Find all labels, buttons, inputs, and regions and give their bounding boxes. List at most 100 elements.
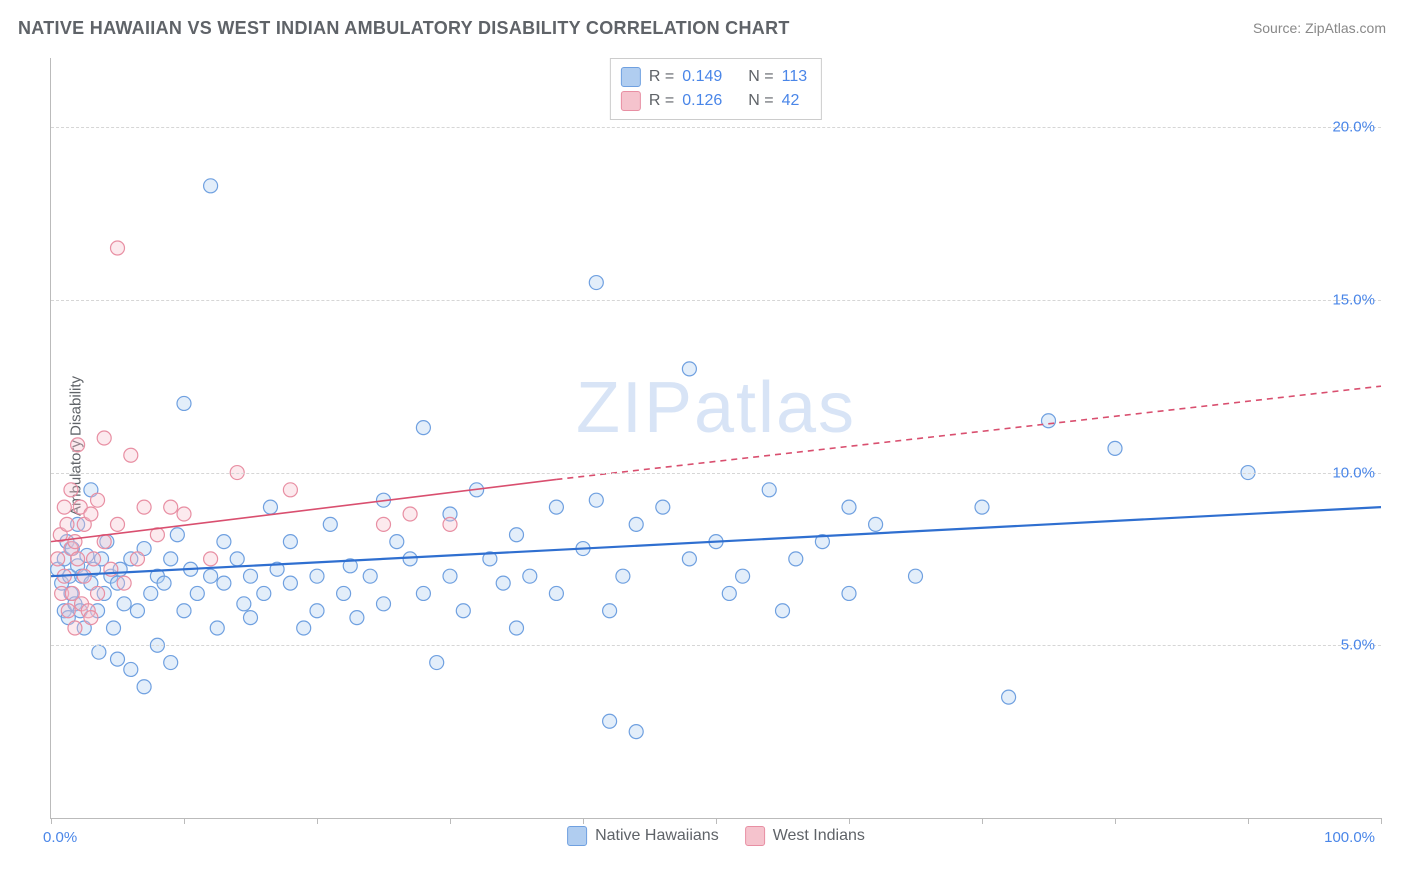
data-point [297, 621, 311, 635]
legend-item-pink: West Indians [745, 826, 865, 846]
data-point [549, 500, 563, 514]
data-point [283, 483, 297, 497]
data-point [909, 569, 923, 583]
data-point [87, 552, 101, 566]
n-value-blue: 113 [782, 65, 808, 89]
data-point [403, 552, 417, 566]
data-point [656, 500, 670, 514]
swatch-blue-icon [621, 67, 641, 87]
gridline-h [51, 473, 1381, 474]
data-point [217, 535, 231, 549]
source-label: Source: ZipAtlas.com [1253, 20, 1386, 36]
data-point [1002, 690, 1016, 704]
data-point [363, 569, 377, 583]
data-point [377, 597, 391, 611]
data-point [549, 586, 563, 600]
gridline-h [51, 127, 1381, 128]
data-point [1108, 441, 1122, 455]
data-point [217, 576, 231, 590]
data-point [244, 569, 258, 583]
data-point [51, 552, 65, 566]
n-label: N = [748, 65, 773, 89]
data-point [443, 569, 457, 583]
data-point [323, 517, 337, 531]
x-tick-label-min: 0.0% [43, 829, 77, 846]
y-tick-label: 15.0% [1332, 291, 1375, 308]
data-point [210, 621, 224, 635]
data-point [68, 621, 82, 635]
x-tick-mark [849, 818, 850, 824]
data-point [1042, 414, 1056, 428]
data-point [736, 569, 750, 583]
data-point [310, 604, 324, 618]
data-point [204, 552, 218, 566]
data-point [310, 569, 324, 583]
data-point [71, 552, 85, 566]
data-point [111, 517, 125, 531]
data-point [682, 362, 696, 376]
data-point [204, 569, 218, 583]
data-point [124, 662, 138, 676]
data-point [84, 611, 98, 625]
x-tick-mark [583, 818, 584, 824]
data-point [257, 586, 271, 600]
data-point [111, 241, 125, 255]
gridline-h [51, 300, 1381, 301]
x-tick-mark [1381, 818, 1382, 824]
data-point [84, 507, 98, 521]
stats-box: R = 0.149 N = 113 R = 0.126 N = 42 [610, 58, 822, 120]
data-point [589, 276, 603, 290]
data-point [97, 431, 111, 445]
data-point [283, 535, 297, 549]
data-point [164, 656, 178, 670]
data-point [283, 576, 297, 590]
data-point [91, 493, 105, 507]
data-point [60, 517, 74, 531]
legend-label-blue: Native Hawaiians [595, 827, 719, 845]
data-point [117, 576, 131, 590]
data-point [117, 597, 131, 611]
stats-row-pink: R = 0.126 N = 42 [621, 89, 807, 113]
x-tick-mark [184, 818, 185, 824]
trend-line-pink-dash [556, 386, 1381, 479]
data-point [263, 500, 277, 514]
gridline-h [51, 645, 1381, 646]
data-point [869, 517, 883, 531]
x-tick-mark [450, 818, 451, 824]
data-point [204, 179, 218, 193]
x-tick-mark [1248, 818, 1249, 824]
data-point [157, 576, 171, 590]
data-point [403, 507, 417, 521]
data-point [682, 552, 696, 566]
scatter-svg [51, 58, 1381, 818]
data-point [164, 552, 178, 566]
data-point [130, 552, 144, 566]
data-point [722, 586, 736, 600]
data-point [177, 604, 191, 618]
data-point [629, 725, 643, 739]
r-label: R = [649, 65, 674, 89]
data-point [523, 569, 537, 583]
data-point [390, 535, 404, 549]
bottom-legend: Native Hawaiians West Indians [567, 826, 865, 846]
data-point [616, 569, 630, 583]
data-point [603, 604, 617, 618]
data-point [130, 604, 144, 618]
data-point [61, 604, 75, 618]
data-point [776, 604, 790, 618]
r-value-pink: 0.126 [682, 89, 722, 113]
data-point [68, 535, 82, 549]
data-point [144, 586, 158, 600]
data-point [107, 621, 121, 635]
r-value-blue: 0.149 [682, 65, 722, 89]
x-tick-mark [317, 818, 318, 824]
data-point [377, 517, 391, 531]
data-point [629, 517, 643, 531]
swatch-pink-icon [621, 91, 641, 111]
data-point [456, 604, 470, 618]
x-tick-mark [982, 818, 983, 824]
y-tick-label: 5.0% [1341, 637, 1375, 654]
data-point [92, 645, 106, 659]
data-point [230, 552, 244, 566]
trend-line-pink-solid [51, 479, 556, 541]
